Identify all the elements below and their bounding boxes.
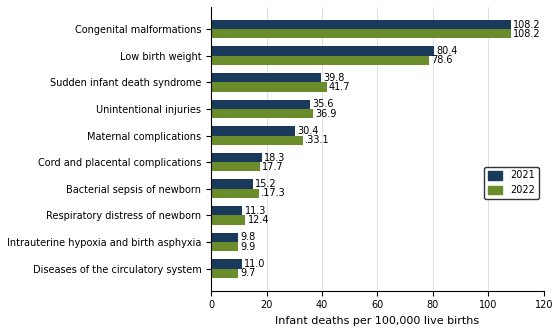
Text: 108.2: 108.2 — [514, 20, 541, 30]
Text: 36.9: 36.9 — [316, 109, 337, 119]
Text: 41.7: 41.7 — [329, 82, 351, 92]
Text: 11.0: 11.0 — [244, 259, 265, 269]
Bar — [211, 109, 314, 118]
Bar — [211, 259, 241, 269]
Bar — [211, 233, 238, 242]
Text: ․33.1: ․33.1 — [305, 135, 330, 145]
Bar — [211, 82, 326, 92]
Text: 30.4: 30.4 — [297, 126, 319, 136]
Bar — [211, 269, 238, 278]
Bar — [211, 242, 239, 251]
Text: 11.3: 11.3 — [245, 206, 266, 216]
Bar — [211, 46, 434, 56]
Text: 9.9: 9.9 — [241, 242, 256, 252]
Bar — [211, 162, 260, 171]
Bar — [211, 100, 310, 109]
Bar — [211, 189, 259, 198]
Bar — [211, 136, 303, 145]
X-axis label: Infant deaths per 100,000 live births: Infant deaths per 100,000 live births — [276, 316, 479, 326]
Bar — [211, 56, 429, 65]
Text: 39.8: 39.8 — [324, 73, 345, 83]
Bar — [211, 179, 253, 189]
Text: 18.3: 18.3 — [264, 153, 286, 163]
Bar — [211, 153, 262, 162]
Text: 17.7: 17.7 — [262, 162, 284, 172]
Bar — [211, 126, 295, 136]
Text: ․17.3: ․17.3 — [261, 188, 286, 198]
Text: 9.8: 9.8 — [240, 232, 256, 242]
Bar — [211, 215, 245, 225]
Text: 35.6: 35.6 — [312, 99, 334, 109]
Text: 80.4: 80.4 — [436, 46, 458, 56]
Text: 12.4: 12.4 — [248, 215, 269, 225]
Bar — [211, 20, 511, 29]
Text: 9.7: 9.7 — [240, 268, 255, 278]
Text: 78.6: 78.6 — [431, 55, 452, 65]
Bar — [211, 206, 242, 215]
Legend: 2021, 2022: 2021, 2022 — [484, 166, 539, 199]
Text: 108.2: 108.2 — [514, 29, 541, 39]
Bar — [211, 73, 321, 82]
Bar — [211, 29, 511, 39]
Text: 15.2: 15.2 — [255, 179, 277, 189]
